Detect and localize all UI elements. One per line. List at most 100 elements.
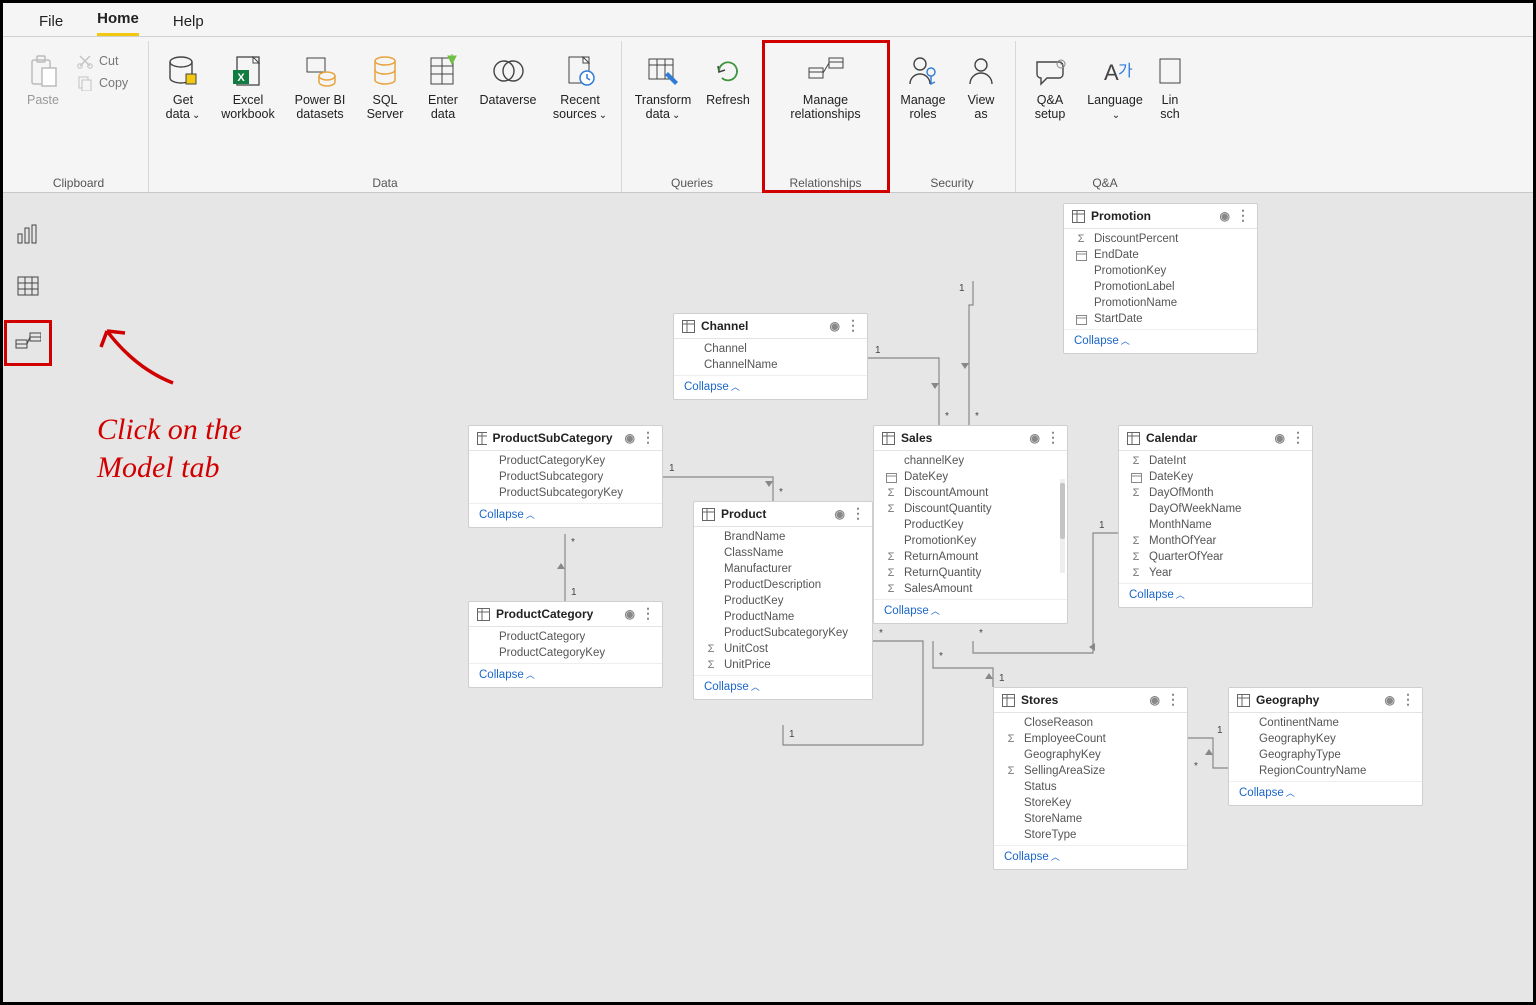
- field[interactable]: ΣDiscountAmount: [874, 485, 1067, 501]
- more-icon[interactable]: ⋮: [851, 511, 864, 517]
- more-icon[interactable]: ⋮: [1236, 213, 1249, 219]
- field[interactable]: ΣUnitCost: [694, 641, 872, 657]
- collapse-link[interactable]: Collapse︿: [694, 675, 872, 699]
- visibility-icon[interactable]: ◉: [835, 507, 845, 521]
- field[interactable]: ProductSubcategory: [469, 469, 662, 485]
- field[interactable]: ProductDescription: [694, 577, 872, 593]
- table-header[interactable]: Geography ◉ ⋮: [1229, 688, 1422, 713]
- tab-help[interactable]: Help: [173, 13, 204, 36]
- table-promotion[interactable]: Promotion ◉ ⋮ ΣDiscountPercentEndDatePro…: [1063, 203, 1258, 354]
- field[interactable]: DayOfWeekName: [1119, 501, 1312, 517]
- more-icon[interactable]: ⋮: [846, 323, 859, 329]
- field[interactable]: ProductName: [694, 609, 872, 625]
- model-canvas[interactable]: 1*1*1**11*1**1*1 Click on the Model tab …: [53, 193, 1533, 1002]
- qa-setup-button[interactable]: Q&A setup: [1022, 47, 1078, 124]
- field[interactable]: channelKey: [874, 453, 1067, 469]
- field[interactable]: ProductKey: [874, 517, 1067, 533]
- visibility-icon[interactable]: ◉: [1030, 431, 1040, 445]
- enter-data-button[interactable]: Enter data: [415, 47, 471, 124]
- field[interactable]: ΣDiscountPercent: [1064, 231, 1257, 247]
- table-header[interactable]: Stores ◉ ⋮: [994, 688, 1187, 713]
- field[interactable]: ΣSellingAreaSize: [994, 763, 1187, 779]
- collapse-link[interactable]: Collapse︿: [674, 375, 867, 399]
- field[interactable]: RegionCountryName: [1229, 763, 1422, 779]
- field[interactable]: DateKey: [1119, 469, 1312, 485]
- field[interactable]: ProductSubcategoryKey: [694, 625, 872, 641]
- more-icon[interactable]: ⋮: [641, 435, 654, 441]
- excel-button[interactable]: X Excel workbook: [213, 47, 283, 124]
- more-icon[interactable]: ⋮: [641, 611, 654, 617]
- recent-sources-button[interactable]: Recent sources⌄: [545, 47, 615, 124]
- field[interactable]: GeographyKey: [994, 747, 1187, 763]
- table-psc[interactable]: ProductSubCategory ◉ ⋮ ProductCategoryKe…: [468, 425, 663, 528]
- table-sales[interactable]: Sales ◉ ⋮ channelKeyDateKeyΣDiscountAmou…: [873, 425, 1068, 624]
- table-header[interactable]: ProductCategory ◉ ⋮: [469, 602, 662, 627]
- field[interactable]: ΣReturnQuantity: [874, 565, 1067, 581]
- field[interactable]: ProductCategoryKey: [469, 645, 662, 661]
- field[interactable]: ProductKey: [694, 593, 872, 609]
- field[interactable]: ContinentName: [1229, 715, 1422, 731]
- table-header[interactable]: Channel ◉ ⋮: [674, 314, 867, 339]
- table-header[interactable]: ProductSubCategory ◉ ⋮: [469, 426, 662, 451]
- field[interactable]: ProductCategoryKey: [469, 453, 662, 469]
- field[interactable]: Channel: [674, 341, 867, 357]
- field[interactable]: StoreName: [994, 811, 1187, 827]
- field[interactable]: GeographyType: [1229, 747, 1422, 763]
- field[interactable]: ΣMonthOfYear: [1119, 533, 1312, 549]
- table-channel[interactable]: Channel ◉ ⋮ ChannelChannelName Collapse︿: [673, 313, 868, 400]
- manage-roles-button[interactable]: Manage roles: [895, 47, 951, 124]
- table-header[interactable]: Calendar ◉ ⋮: [1119, 426, 1312, 451]
- dataverse-button[interactable]: Dataverse: [473, 47, 543, 109]
- collapse-link[interactable]: Collapse︿: [469, 663, 662, 687]
- field[interactable]: PromotionLabel: [1064, 279, 1257, 295]
- visibility-icon[interactable]: ◉: [830, 319, 840, 333]
- more-icon[interactable]: ⋮: [1401, 697, 1414, 703]
- collapse-link[interactable]: Collapse︿: [469, 503, 662, 527]
- field[interactable]: StoreType: [994, 827, 1187, 843]
- more-icon[interactable]: ⋮: [1046, 435, 1059, 441]
- collapse-link[interactable]: Collapse︿: [1119, 583, 1312, 607]
- table-header[interactable]: Sales ◉ ⋮: [874, 426, 1067, 451]
- collapse-link[interactable]: Collapse︿: [1229, 781, 1422, 805]
- copy-button[interactable]: Copy: [73, 73, 132, 93]
- visibility-icon[interactable]: ◉: [1220, 209, 1230, 223]
- visibility-icon[interactable]: ◉: [1275, 431, 1285, 445]
- field[interactable]: ΣQuarterOfYear: [1119, 549, 1312, 565]
- field[interactable]: ClassName: [694, 545, 872, 561]
- field[interactable]: DateKey: [874, 469, 1067, 485]
- field[interactable]: ΣYear: [1119, 565, 1312, 581]
- field[interactable]: ΣUnitPrice: [694, 657, 872, 673]
- scrollbar[interactable]: [1060, 479, 1065, 573]
- language-button[interactable]: A가 Language⌄: [1080, 47, 1150, 124]
- tab-file[interactable]: File: [39, 13, 63, 36]
- field[interactable]: ΣEmployeeCount: [994, 731, 1187, 747]
- get-data-button[interactable]: Get data⌄: [155, 47, 211, 124]
- collapse-link[interactable]: Collapse︿: [874, 599, 1067, 623]
- table-geo[interactable]: Geography ◉ ⋮ ContinentNameGeographyKeyG…: [1228, 687, 1423, 806]
- field[interactable]: ΣSalesAmount: [874, 581, 1067, 597]
- field[interactable]: ProductCategory: [469, 629, 662, 645]
- report-view-button[interactable]: [11, 219, 45, 249]
- table-product[interactable]: Product ◉ ⋮ BrandNameClassNameManufactur…: [693, 501, 873, 700]
- data-view-button[interactable]: [11, 271, 45, 301]
- field[interactable]: PromotionKey: [1064, 263, 1257, 279]
- field[interactable]: ΣDayOfMonth: [1119, 485, 1312, 501]
- field[interactable]: PromotionName: [1064, 295, 1257, 311]
- linguistic-button[interactable]: Lin sch: [1152, 47, 1188, 124]
- collapse-link[interactable]: Collapse︿: [1064, 329, 1257, 353]
- pbi-datasets-button[interactable]: Power BI datasets: [285, 47, 355, 124]
- cut-button[interactable]: Cut: [73, 51, 132, 71]
- field[interactable]: BrandName: [694, 529, 872, 545]
- more-icon[interactable]: ⋮: [1291, 435, 1304, 441]
- field[interactable]: ΣDateInt: [1119, 453, 1312, 469]
- tab-home[interactable]: Home: [97, 10, 139, 36]
- field[interactable]: StartDate: [1064, 311, 1257, 327]
- field[interactable]: PromotionKey: [874, 533, 1067, 549]
- field[interactable]: EndDate: [1064, 247, 1257, 263]
- field[interactable]: CloseReason: [994, 715, 1187, 731]
- manage-relationships-button[interactable]: Manage relationships: [781, 47, 871, 124]
- refresh-button[interactable]: Refresh: [700, 47, 756, 109]
- field[interactable]: Manufacturer: [694, 561, 872, 577]
- visibility-icon[interactable]: ◉: [625, 607, 635, 621]
- field[interactable]: ChannelName: [674, 357, 867, 373]
